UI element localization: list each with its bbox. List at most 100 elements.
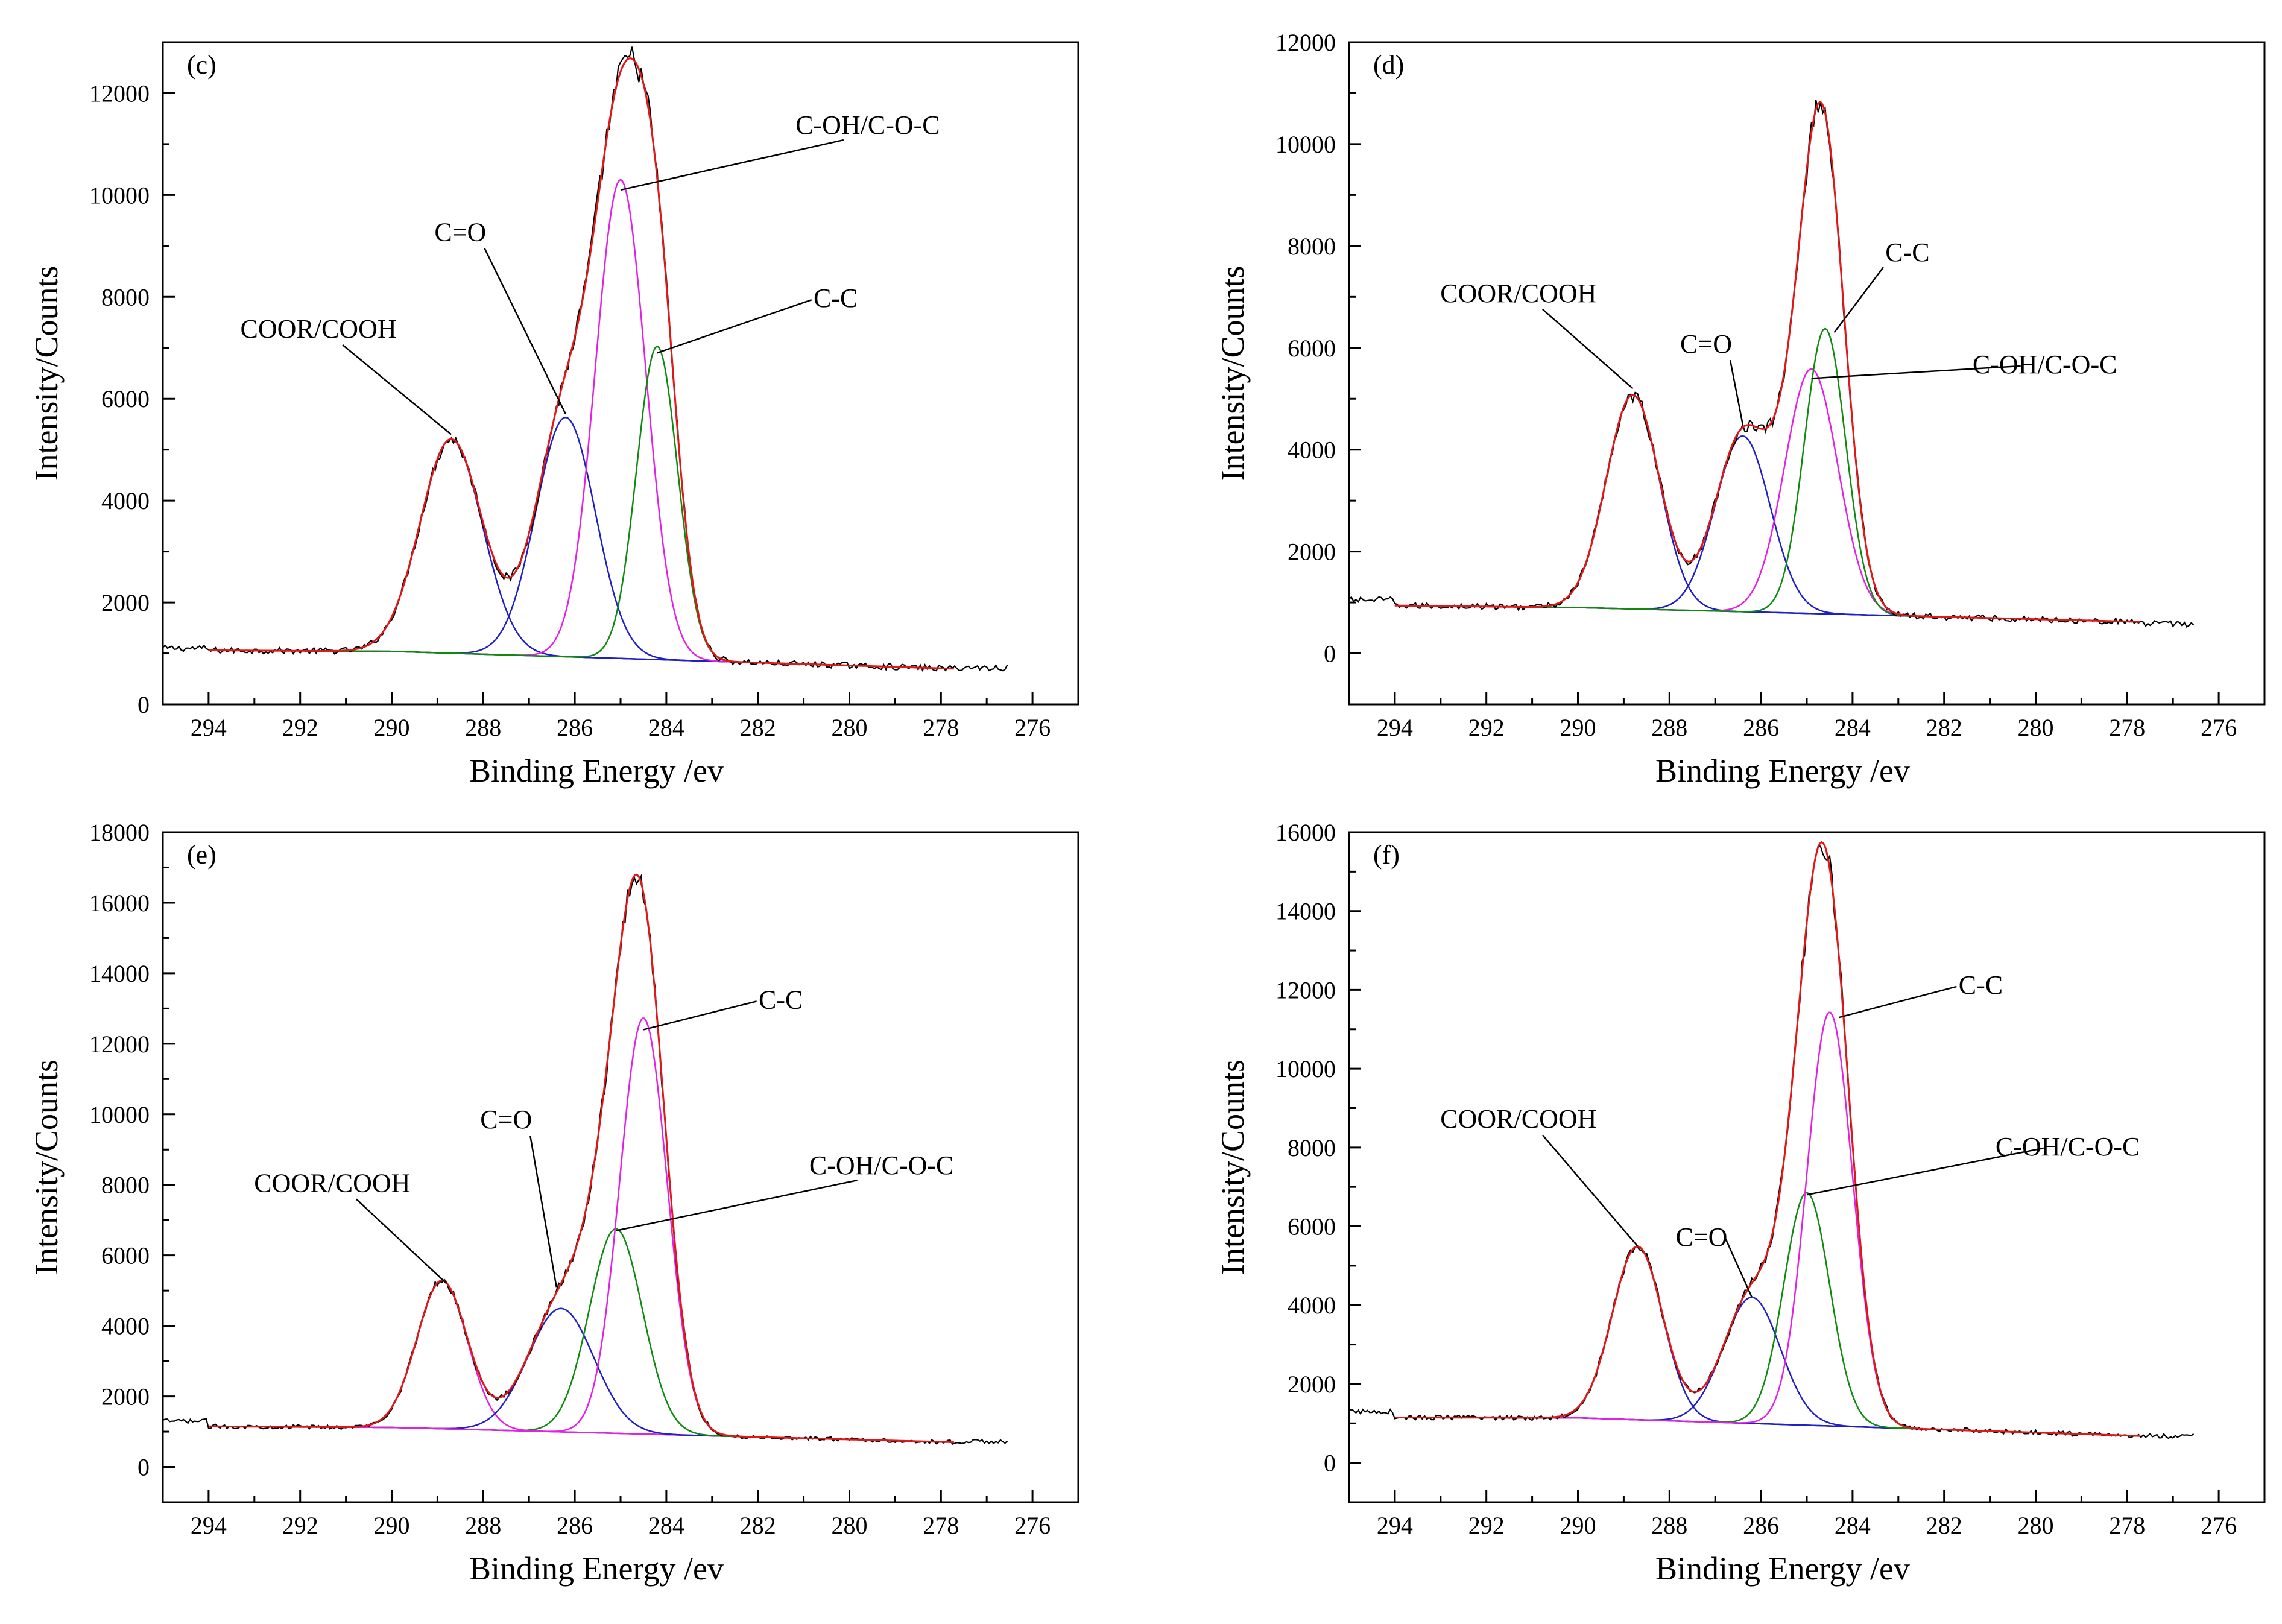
y-axis-label: Intensity/Counts [1215,1060,1251,1275]
x-tick-label: 294 [191,1512,227,1539]
panel-tag: (f) [1373,840,1400,870]
peak-annotation: C=O [434,217,486,247]
x-tick-label: 284 [1835,714,1871,741]
peak-curve [1394,435,2140,623]
x-tick-label: 282 [740,1512,776,1539]
y-tick-label: 8000 [101,1172,150,1199]
y-tick-label: 4000 [1288,1292,1336,1319]
peak-curve [208,179,954,670]
curves [1349,100,2195,628]
y-tick-label: 6000 [1288,1213,1336,1240]
peak-annotation: COOR/COOH [1440,279,1596,308]
peak-annotation: C-OH/C-O-C [1996,1132,2140,1161]
x-axis-label: Binding Energy /ev [469,1550,724,1587]
y-axis-label: Intensity/Counts [28,265,65,481]
y-tick-label: 10000 [1275,1055,1336,1082]
y-tick-label: 2000 [101,589,150,616]
y-tick-label: 12000 [89,80,150,107]
y-tick-label: 12000 [1275,29,1336,56]
y-tick-label: 2000 [1288,1371,1336,1398]
plot-frame [162,41,1079,706]
y-tick-label: 10000 [89,182,150,209]
peak-annotation: C-C [759,985,803,1014]
x-tick-label: 288 [465,1512,501,1539]
y-tick-label: 8000 [1288,1134,1336,1161]
fit-envelope [208,57,954,670]
annotation-leader [1541,1134,1639,1247]
x-tick-label: 284 [648,1512,684,1539]
x-tick-label: 282 [1926,1512,1962,1539]
peak-annotation: C-C [1959,970,2003,1000]
x-tick-label: 280 [2018,714,2054,741]
annotation-leader [620,139,844,191]
peak-annotation: COOR/COOH [240,314,396,344]
y-tick-label: 0 [137,1454,150,1481]
chart-panel: 294 292 290 288 286 284 282 280 278 276 0 2000 4000 6… [1215,29,2266,789]
panel-tag: (e) [187,840,217,870]
y-tick-label: 4000 [101,487,150,514]
curves [163,46,1008,672]
x-axis-label: Binding Energy /ev [1655,1550,1910,1587]
x-tick-label: 276 [1014,714,1051,741]
x-tick-label: 292 [1468,714,1505,741]
annotation-leader [355,1198,447,1284]
y-tick-label: 10000 [89,1101,150,1128]
x-tick-label: 280 [832,1512,868,1539]
x-tick-label: 276 [2201,714,2237,741]
curves [1349,841,2195,1439]
annotation-leader [1811,365,2021,379]
y-tick-label: 4000 [101,1313,150,1340]
peak-annotation: C-C [1885,238,1929,267]
annotation-leader [484,247,567,415]
y-tick-label: 14000 [89,960,150,987]
y-tick-label: 8000 [1288,233,1336,260]
y-tick-label: 12000 [1275,976,1336,1003]
y-tick-label: 2000 [101,1383,150,1411]
peak-annotation: C-OH/C-O-C [795,110,940,140]
y-tick-label: 14000 [1275,898,1336,925]
x-tick-label: 282 [1926,714,1962,741]
peak-curve [1394,394,2140,623]
x-tick-label: 278 [923,714,959,741]
panel-tag: (c) [187,50,217,80]
y-axis-label: Intensity/Counts [1215,265,1251,481]
y-tick-label: 0 [1324,1450,1336,1477]
peak-curve [208,438,954,670]
annotation-leader [643,1000,757,1031]
x-tick-label: 288 [1651,714,1687,741]
annotation-leader [657,299,812,354]
y-tick-label: 6000 [101,1242,150,1269]
peak-curve [1394,1245,2140,1437]
x-axis-label: Binding Energy /ev [1655,753,1910,789]
x-tick-label: 286 [557,714,593,741]
fit-envelope [208,873,954,1444]
x-tick-label: 288 [465,714,501,741]
annotation-leader [529,1135,557,1288]
x-tick-label: 280 [2018,1512,2054,1539]
annotation-leader [1729,359,1743,425]
peak-annotation: COOR/COOH [254,1168,410,1198]
peak-annotation: C-OH/C-O-C [809,1151,954,1180]
x-tick-label: 290 [1560,714,1596,741]
peak-curve [208,1307,954,1443]
peak-curve [208,1228,954,1443]
x-tick-label: 278 [2109,1512,2145,1539]
annotation-leader [1833,267,1884,333]
panel-tag: (d) [1373,50,1404,80]
x-tick-label: 278 [923,1512,959,1539]
x-tick-label: 284 [1835,1512,1871,1539]
x-tick-label: 292 [282,714,318,741]
y-axis-label: Intensity/Counts [28,1060,65,1275]
peak-curve [1394,1297,2140,1437]
annotation-leader [1725,1238,1753,1298]
x-tick-label: 290 [374,714,410,741]
y-tick-label: 18000 [89,819,150,846]
y-tick-label: 4000 [1288,437,1336,464]
x-axis-label: Binding Energy /ev [469,753,724,789]
annotation-leader [1542,308,1634,390]
annotation-leader [1806,1147,2044,1196]
peak-annotation: COOR/COOH [1440,1104,1596,1134]
x-tick-label: 294 [191,714,227,741]
x-tick-label: 292 [282,1512,318,1539]
x-tick-label: 294 [1377,1512,1413,1539]
